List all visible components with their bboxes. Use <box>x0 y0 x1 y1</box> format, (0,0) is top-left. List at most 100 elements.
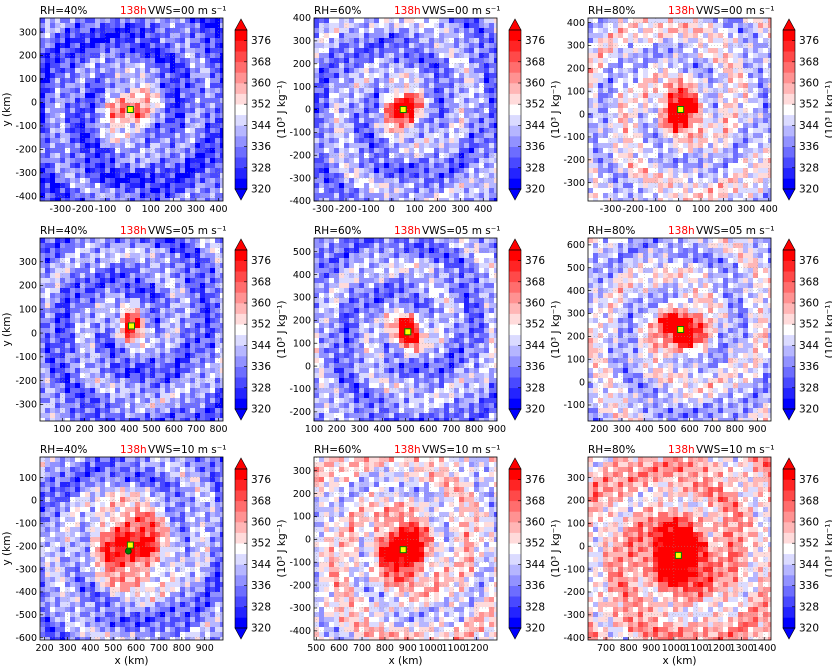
y-tick-label: 500 <box>567 263 585 274</box>
colorbar-tick-label: 352 <box>251 319 271 331</box>
y-tick-label: 100 <box>19 304 37 315</box>
y-tick-label: 0 <box>579 377 585 388</box>
y-tick-label: 300 <box>567 41 585 52</box>
colorbar-tick-label: 328 <box>799 162 819 174</box>
colorbar-tick-label: 360 <box>525 298 545 310</box>
y-tick-label: 0 <box>305 535 311 546</box>
colorbar-tick-label: 368 <box>525 495 545 507</box>
plot-frame <box>313 456 498 641</box>
colorbar-tick-label: 360 <box>251 298 271 310</box>
colorbar: 320 328 336 344 352 360 368 376 (10³ J kg⁻¹) <box>234 238 288 421</box>
storm-center-marker <box>674 551 682 559</box>
panel-vws-label: VWS=10 m s⁻¹ <box>422 444 501 456</box>
plot-frame <box>587 456 772 641</box>
colorbar-tick-label: 344 <box>525 340 545 352</box>
x-tick-label: 200 <box>164 204 182 215</box>
x-tick-label: 600 <box>330 643 348 654</box>
heatmap-field <box>588 18 771 201</box>
colorbar-tick-label: 336 <box>525 580 545 592</box>
panel-7: 200 300 400 500 600 700 800 900 -600 -500 -400 -300… <box>1 444 288 666</box>
colorbar: 320 328 336 344 352 360 368 376 (10³ J kg⁻¹) <box>782 238 832 421</box>
x-tick-label: 1100 <box>684 643 708 654</box>
colorbar-tick-label: 320 <box>525 623 545 635</box>
y-tick-label: -200 <box>563 587 585 598</box>
colorbar-unit-label: (10³ J kg⁻¹) <box>550 300 562 358</box>
y-tick-label: -200 <box>563 155 585 166</box>
colorbar-tick-label: 376 <box>251 35 271 47</box>
x-tick-label: 300 <box>613 424 631 435</box>
x-tick-label: 800 <box>376 643 394 654</box>
colorbar-tick-label: 376 <box>251 474 271 486</box>
y-tick-label: 300 <box>567 473 585 484</box>
colorbar-unit-label: (10³ J kg⁻¹) <box>276 80 288 138</box>
y-tick-label: -300 <box>15 564 37 575</box>
colorbar-unit-label: (10³ J kg⁻¹) <box>824 519 832 577</box>
x-tick-label: 1200 <box>464 643 488 654</box>
x-axis-label: x (km) <box>662 655 696 666</box>
x-tick-label: 0 <box>125 204 131 215</box>
colorbar: 320 328 336 344 352 360 368 376 (10³ J kg⁻¹) <box>782 457 832 640</box>
x-tick-label: -200 <box>622 204 644 215</box>
colorbar-unit-label: (10³ J kg⁻¹) <box>276 300 288 358</box>
x-tick-label: 1100 <box>441 643 465 654</box>
panel-1: -300 -200 -100 0 100 200 300 400-400-300-200-10… <box>1 5 288 215</box>
plot-frame <box>39 456 224 641</box>
panel-rh-label: RH=40% <box>40 444 87 456</box>
plot-frame <box>587 237 772 422</box>
x-tick-label: -300 <box>312 204 334 215</box>
colorbar-tick-label: 328 <box>525 382 545 394</box>
x-tick-label: 700 <box>187 424 205 435</box>
x-tick-label: 900 <box>642 643 660 654</box>
x-tick-label: 400 <box>760 204 778 215</box>
panel-vws-label: VWS=10 m s⁻¹ <box>696 444 775 456</box>
y-tick-label: 400 <box>293 13 311 24</box>
colorbar-tick-label: 320 <box>525 404 545 416</box>
heatmap-field <box>314 238 497 421</box>
colorbar: 320 328 336 344 352 360 368 376 (10³ J kg⁻¹) <box>234 18 288 201</box>
x-tick-label: 100 <box>53 424 71 435</box>
plot-frame <box>39 17 224 202</box>
panel-vws-label: VWS=05 m s⁻¹ <box>422 225 501 237</box>
colorbar-tick-label: 344 <box>799 559 819 571</box>
colorbar-tick-label: 328 <box>799 382 819 394</box>
y-tick-label: 400 <box>567 18 585 29</box>
colorbar-tick-label: 344 <box>799 340 819 352</box>
storm-center-marker <box>677 106 685 113</box>
panel-rh-label: RH=80% <box>588 225 635 237</box>
secondary-center-marker <box>124 547 132 555</box>
y-tick-label: -300 <box>289 173 311 184</box>
x-tick-label: 400 <box>635 424 653 435</box>
colorbar-tick-label: 376 <box>799 474 819 486</box>
x-tick-label: 600 <box>127 643 145 654</box>
colorbar-unit-label: (10³ J kg⁻¹) <box>550 80 562 138</box>
x-tick-label: -100 <box>95 204 117 215</box>
x-tick-label: 600 <box>165 424 183 435</box>
x-tick-label: 0 <box>389 204 395 215</box>
y-tick-label: 0 <box>31 98 37 109</box>
x-tick-label: 1000 <box>662 643 686 654</box>
x-tick-label: 1400 <box>752 643 776 654</box>
heatmap-field <box>588 457 771 640</box>
colorbar-tick-label: 328 <box>251 382 271 394</box>
plot-frame <box>39 237 224 422</box>
panel-vws-label: VWS=05 m s⁻¹ <box>696 225 775 237</box>
heatmap-field <box>40 18 223 201</box>
x-tick-label: 300 <box>451 204 469 215</box>
colorbar-tick-label: 320 <box>799 184 819 196</box>
y-tick-label: 300 <box>293 466 311 477</box>
panel-9: 700 800 900 10001100120013001400-400-300-20… <box>563 444 832 666</box>
colorbar-tick-label: 352 <box>525 99 545 111</box>
x-tick-label: 200 <box>428 204 446 215</box>
colorbar-tick-label: 368 <box>799 56 819 68</box>
y-tick-label: 500 <box>293 247 311 258</box>
storm-center-marker <box>399 546 407 554</box>
panel-time-label: 138h <box>668 444 695 456</box>
y-tick-label: -400 <box>15 587 37 598</box>
colorbar-tick-label: 352 <box>251 538 271 550</box>
x-tick-label: -100 <box>358 204 380 215</box>
y-tick-label: -300 <box>289 603 311 614</box>
y-tick-label: -100 <box>15 519 37 530</box>
y-tick-label: 0 <box>31 328 37 339</box>
colorbar-tick-label: 328 <box>799 601 819 613</box>
x-tick-label: 300 <box>351 424 369 435</box>
